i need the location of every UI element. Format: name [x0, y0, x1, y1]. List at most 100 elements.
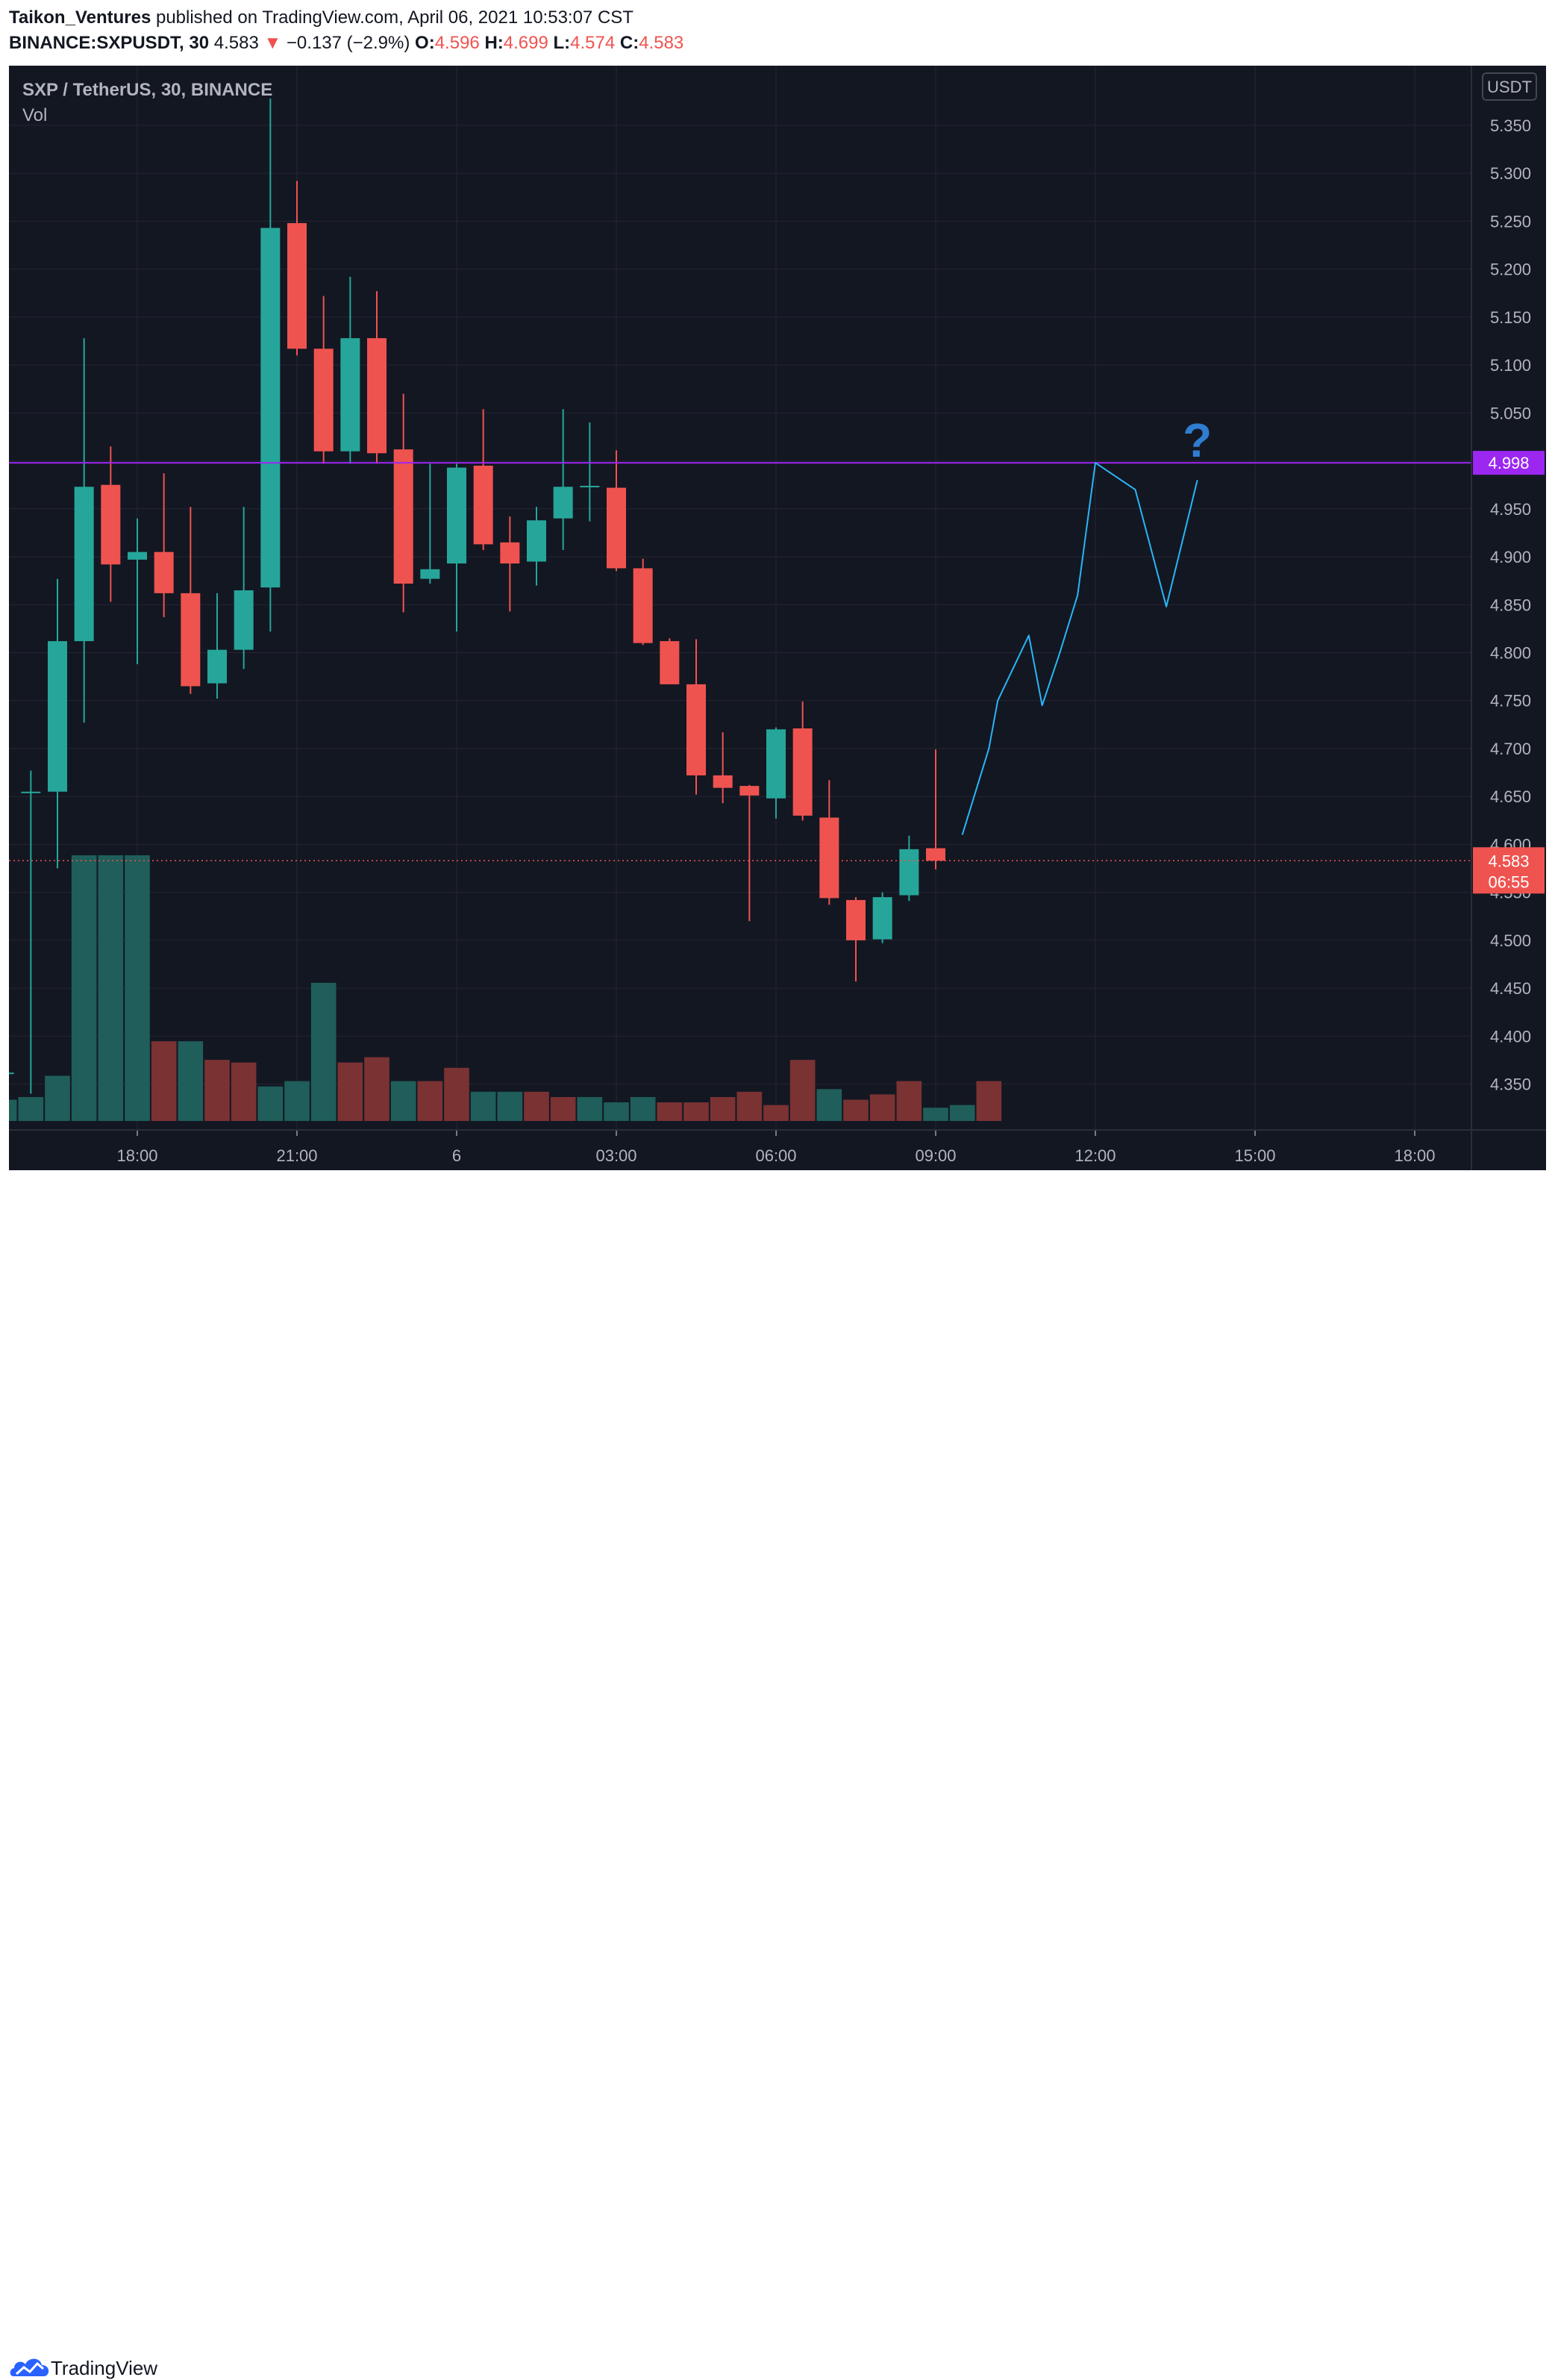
candle-body — [260, 228, 281, 588]
candle[interactable] — [766, 727, 786, 819]
volume-bar — [630, 1096, 656, 1121]
candle[interactable] — [553, 409, 573, 551]
volume-bar — [444, 1067, 469, 1121]
candle[interactable] — [527, 507, 546, 586]
price-tick-label: 4.700 — [1490, 740, 1531, 758]
volume-bar — [470, 1091, 496, 1121]
volume-bar — [497, 1091, 523, 1121]
candle[interactable] — [313, 296, 334, 464]
candle[interactable] — [899, 835, 919, 902]
candle-body — [846, 899, 866, 940]
candle[interactable] — [101, 446, 121, 602]
candle[interactable] — [660, 638, 680, 684]
candle-body — [500, 542, 520, 564]
time-tick-label: 03:00 — [595, 1146, 636, 1165]
candle-body — [872, 897, 892, 940]
open-value: 4.596 — [434, 33, 480, 53]
candle[interactable] — [926, 749, 945, 869]
publish-info: Taikon_Ventures published on TradingView… — [9, 7, 633, 28]
chart-title: SXP / TetherUS, 30, BINANCE — [22, 80, 272, 100]
candle-body — [766, 729, 786, 799]
candle[interactable] — [260, 98, 281, 632]
candle[interactable] — [393, 393, 413, 613]
currency-button[interactable]: USDT — [1482, 72, 1537, 101]
candle[interactable] — [128, 518, 147, 664]
volume-bar — [763, 1105, 789, 1121]
candle-body — [21, 791, 41, 793]
close-label: C: — [619, 33, 639, 53]
candle[interactable] — [48, 578, 67, 869]
price-change: −0.137 (−2.9%) — [286, 33, 410, 53]
candle[interactable] — [181, 507, 201, 694]
time-tick-label: 15:00 — [1234, 1146, 1275, 1165]
tradingview-brand[interactable]: TradingView — [51, 2357, 158, 2379]
candle[interactable] — [340, 276, 360, 464]
symbol-label: BINANCE:SXPUSDT, 30 — [9, 33, 210, 53]
projection-drawing[interactable] — [961, 462, 1198, 835]
candle[interactable] — [207, 593, 227, 699]
footer: TradingView — [0, 1172, 1555, 2379]
candle[interactable] — [367, 291, 387, 464]
volume-bar — [710, 1096, 736, 1121]
candle-body — [553, 487, 573, 519]
volume-bar — [524, 1091, 549, 1121]
price-chart[interactable]: ? 4.3504.4004.4504.5004.5504.6004.6504.7… — [9, 66, 1546, 1170]
candle[interactable] — [846, 897, 866, 982]
last-price-label: 4.583 — [1488, 852, 1529, 870]
candle[interactable] — [234, 507, 254, 669]
candle-body — [633, 568, 653, 643]
candle-body — [154, 552, 174, 593]
candle[interactable] — [9, 1059, 14, 1093]
candle[interactable] — [739, 784, 760, 922]
candle[interactable] — [633, 558, 653, 646]
candle-body — [819, 817, 839, 899]
candle[interactable] — [420, 463, 440, 584]
candle-body — [473, 465, 493, 545]
header: Taikon_Ventures published on TradingView… — [0, 0, 1555, 64]
candle-body — [660, 641, 680, 684]
candle[interactable] — [713, 732, 733, 804]
question-annotation[interactable]: ? — [1183, 413, 1212, 467]
candle-body — [393, 449, 413, 584]
candle-body — [287, 222, 307, 349]
candle-body — [48, 641, 67, 792]
candle[interactable] — [500, 516, 520, 612]
symbol-info: BINANCE:SXPUSDT, 30 4.583 ▼ −0.137 (−2.9… — [9, 33, 683, 54]
volume-bar — [789, 1060, 816, 1121]
volume-bar — [45, 1075, 70, 1121]
candle[interactable] — [792, 702, 813, 821]
volume-bar — [125, 855, 150, 1121]
tradingview-cloud-icon — [10, 2358, 49, 2376]
author-name[interactable]: Taikon_Ventures — [9, 7, 151, 28]
candle-body — [607, 487, 626, 569]
candle[interactable] — [287, 181, 307, 356]
last-price: 4.583 — [213, 33, 259, 53]
candle-body — [367, 338, 387, 454]
candle-body — [234, 590, 254, 650]
candle-body — [420, 569, 440, 579]
down-arrow-icon: ▼ — [263, 33, 282, 53]
candle[interactable] — [21, 770, 41, 1094]
candle-body — [792, 728, 813, 816]
candle[interactable] — [607, 450, 626, 572]
candle-body — [313, 349, 334, 452]
candle[interactable] — [74, 338, 94, 723]
time-tick-label: 18:00 — [116, 1146, 157, 1165]
price-tick-label: 4.400 — [1490, 1027, 1531, 1046]
candle[interactable] — [686, 639, 706, 795]
candle[interactable] — [819, 780, 839, 905]
price-tick-label: 5.100 — [1490, 356, 1531, 375]
published-text: published on TradingView.com, April 06, … — [155, 7, 633, 28]
price-tick-label: 4.750 — [1490, 692, 1531, 710]
volume-bar — [550, 1096, 576, 1121]
candle[interactable] — [473, 409, 493, 551]
candle[interactable] — [580, 422, 600, 522]
price-tick-label: 4.650 — [1490, 787, 1531, 806]
candle-body — [686, 684, 706, 775]
candle[interactable] — [154, 473, 174, 617]
candle[interactable] — [447, 463, 466, 632]
volume-bar — [284, 1081, 310, 1121]
price-tick-label: 4.800 — [1490, 644, 1531, 663]
resistance-level-badge — [1473, 451, 1545, 475]
candle[interactable] — [872, 892, 892, 943]
